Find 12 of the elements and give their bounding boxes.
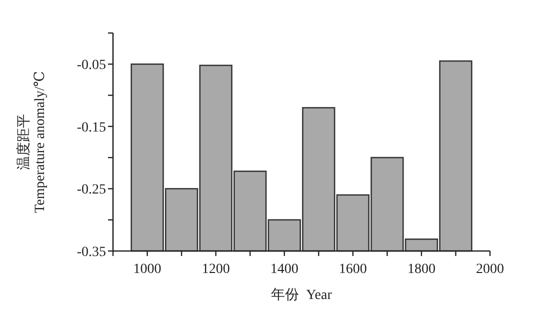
x-tick-label: 1400 [270, 262, 298, 277]
x-tick-label: 1000 [133, 262, 162, 277]
y-tick-label: -0.35 [76, 245, 106, 260]
y-tick-label: -0.05 [76, 58, 106, 74]
x-tick-label: 1200 [202, 262, 230, 277]
y-tick-label: -0.15 [76, 120, 106, 136]
x-tick-label: 1600 [338, 262, 367, 277]
x-tick-label: 2000 [476, 262, 504, 277]
y-tick-label: -0.25 [76, 182, 106, 198]
y-axis-title: 温度距平 Temperature anomaly/℃ [16, 71, 48, 213]
x-tick-label: 1800 [407, 262, 436, 277]
x-axis-title: 年份 Year [271, 287, 332, 303]
